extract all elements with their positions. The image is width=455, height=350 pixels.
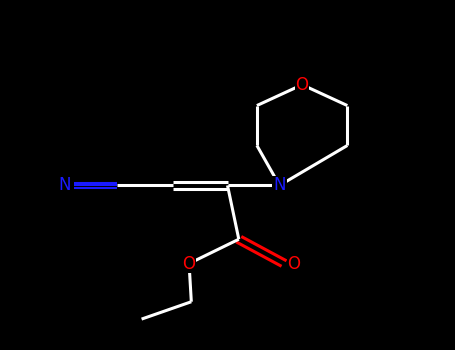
Text: N: N: [273, 176, 286, 194]
Text: O: O: [182, 254, 196, 273]
Text: O: O: [288, 254, 300, 273]
Text: N: N: [58, 176, 71, 194]
Text: O: O: [296, 76, 308, 94]
